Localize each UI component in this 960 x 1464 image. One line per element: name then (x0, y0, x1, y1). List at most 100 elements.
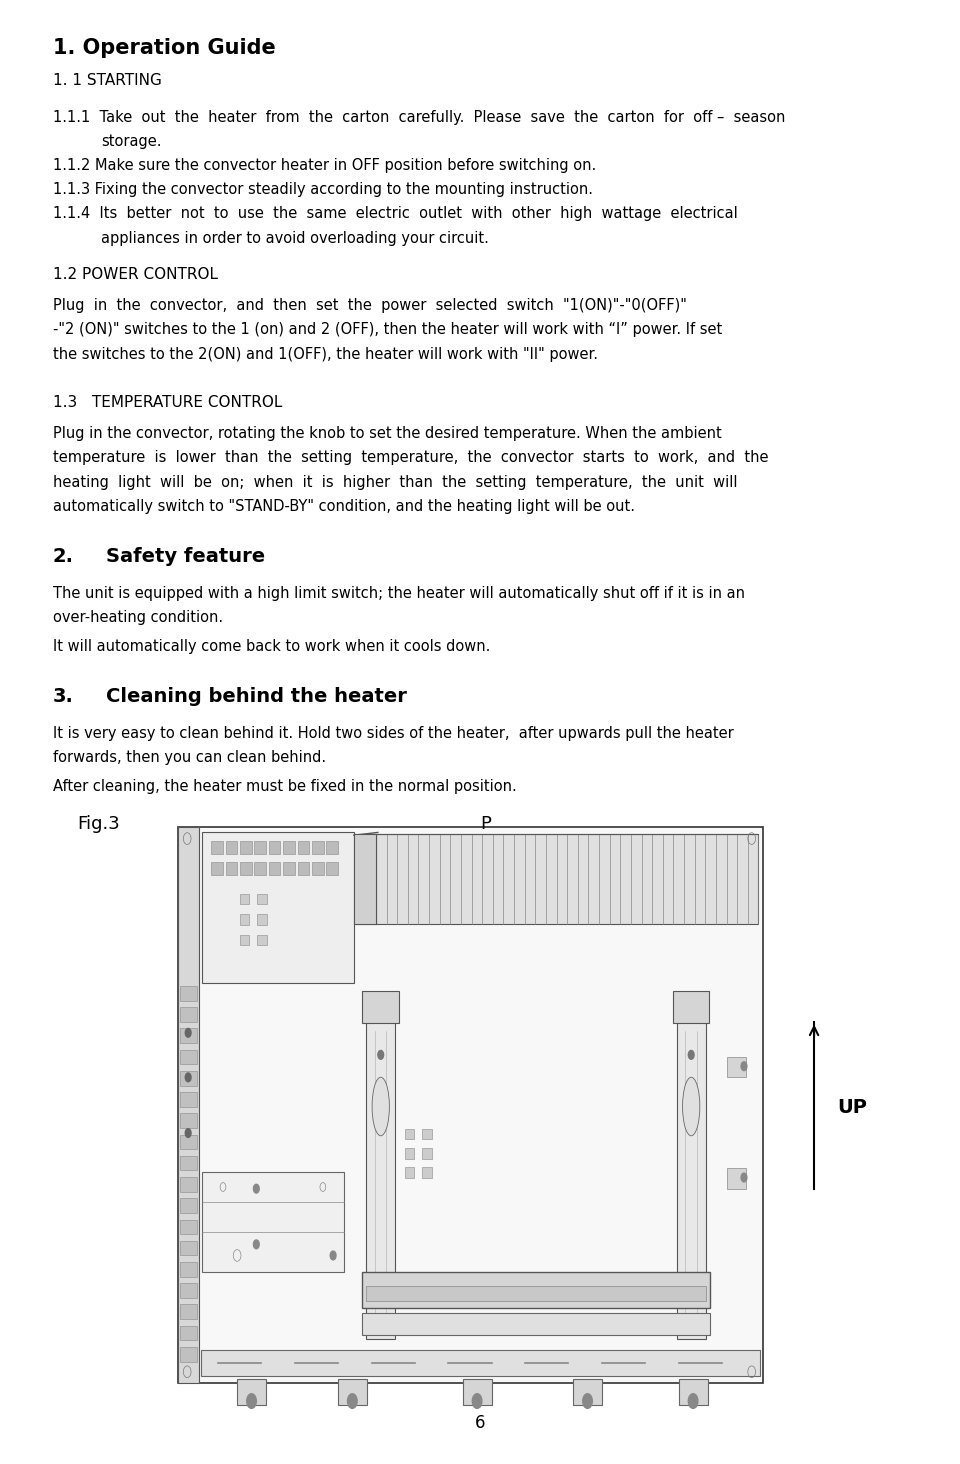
Bar (254, 862, 266, 875)
Text: 1.1.4  Its  better  not  to  use  the  same  electric  outlet  with  other  high: 1.1.4 Its better not to use the same ele… (53, 206, 737, 221)
Bar (201, 1350, 760, 1376)
Bar (422, 1148, 432, 1158)
Bar (283, 862, 295, 875)
Bar (257, 895, 267, 905)
Text: 1.1.2 Make sure the convector heater in OFF position before switching on.: 1.1.2 Make sure the convector heater in … (53, 158, 596, 173)
Bar (180, 1326, 197, 1341)
Bar (237, 1379, 266, 1405)
Bar (178, 827, 199, 1383)
Bar (180, 1177, 197, 1192)
Bar (257, 915, 267, 925)
Bar (226, 862, 237, 875)
Circle shape (688, 1051, 694, 1060)
Bar (727, 1168, 746, 1189)
Bar (326, 862, 338, 875)
Bar (367, 1287, 706, 1301)
Circle shape (741, 1173, 747, 1181)
Bar (422, 1129, 432, 1139)
Text: Plug  in  the  convector,  and  then  set  the  power  selected  switch  "1(ON)": Plug in the convector, and then set the … (53, 299, 686, 313)
Bar (180, 1220, 197, 1234)
Bar (405, 1167, 415, 1177)
Bar (363, 991, 399, 1023)
Bar (202, 833, 354, 982)
Circle shape (583, 1394, 592, 1408)
Bar (405, 1129, 415, 1139)
Text: Cleaning behind the heater: Cleaning behind the heater (106, 687, 406, 706)
Bar (178, 827, 763, 1383)
Bar (240, 915, 250, 925)
Text: It is very easy to clean behind it. Hold two sides of the heater,  after upwards: It is very easy to clean behind it. Hold… (53, 726, 733, 741)
Text: 1.2 POWER CONTROL: 1.2 POWER CONTROL (53, 266, 218, 281)
Bar (677, 1016, 706, 1340)
Bar (180, 1240, 197, 1255)
Bar (405, 1148, 415, 1158)
Text: It will automatically come back to work when it cools down.: It will automatically come back to work … (53, 638, 491, 654)
Bar (283, 842, 295, 855)
Bar (354, 834, 376, 924)
Bar (180, 1028, 197, 1042)
Text: automatically switch to "STAND-BY" condition, and the heating light will be out.: automatically switch to "STAND-BY" condi… (53, 499, 635, 514)
Bar (269, 862, 280, 875)
Circle shape (247, 1394, 256, 1408)
Bar (180, 1092, 197, 1107)
Text: 1. Operation Guide: 1. Operation Guide (53, 38, 276, 59)
Bar (367, 1016, 396, 1340)
Text: UP: UP (837, 1098, 867, 1117)
Bar (211, 842, 223, 855)
Bar (180, 1198, 197, 1212)
Circle shape (688, 1394, 698, 1408)
Text: 6: 6 (475, 1414, 485, 1432)
Text: Plug in the convector, rotating the knob to set the desired temperature. When th: Plug in the convector, rotating the knob… (53, 426, 722, 441)
Bar (180, 1157, 197, 1171)
Text: -"2 (ON)" switches to the 1 (on) and 2 (OFF), then the heater will work with “I”: -"2 (ON)" switches to the 1 (on) and 2 (… (53, 322, 722, 337)
Bar (180, 1135, 197, 1149)
Bar (180, 987, 197, 1001)
Text: 1. 1 STARTING: 1. 1 STARTING (53, 73, 161, 88)
Circle shape (378, 1051, 384, 1060)
Circle shape (348, 1394, 357, 1408)
Text: 1.1.3 Fixing the convector steadily according to the mounting instruction.: 1.1.3 Fixing the convector steadily acco… (53, 182, 592, 198)
Text: After cleaning, the heater must be fixed in the normal position.: After cleaning, the heater must be fixed… (53, 779, 516, 793)
Bar (180, 1072, 197, 1086)
Bar (226, 842, 237, 855)
Bar (180, 1282, 197, 1297)
Bar (312, 842, 324, 855)
Text: forwards, then you can clean behind.: forwards, then you can clean behind. (53, 750, 326, 764)
Bar (240, 895, 250, 905)
Text: appliances in order to avoid overloading your circuit.: appliances in order to avoid overloading… (101, 230, 489, 246)
Ellipse shape (372, 1078, 390, 1136)
Circle shape (330, 1252, 336, 1261)
Bar (180, 1304, 197, 1319)
Bar (202, 1173, 345, 1272)
Bar (180, 1262, 197, 1277)
Circle shape (741, 1061, 747, 1070)
Text: the switches to the 2(ON) and 1(OFF), the heater will work with "II" power.: the switches to the 2(ON) and 1(OFF), th… (53, 347, 598, 362)
Circle shape (253, 1184, 259, 1193)
Bar (362, 1272, 710, 1309)
Bar (240, 935, 250, 946)
Bar (326, 842, 338, 855)
Circle shape (185, 1073, 191, 1082)
Text: Fig.3: Fig.3 (77, 815, 120, 833)
Text: storage.: storage. (101, 133, 161, 149)
Text: Safety feature: Safety feature (106, 548, 265, 567)
Text: 1.3   TEMPERATURE CONTROL: 1.3 TEMPERATURE CONTROL (53, 395, 282, 410)
Text: temperature  is  lower  than  the  setting  temperature,  the  convector  starts: temperature is lower than the setting te… (53, 451, 768, 466)
Circle shape (472, 1394, 482, 1408)
Text: The unit is equipped with a high limit switch; the heater will automatically shu: The unit is equipped with a high limit s… (53, 586, 745, 600)
Bar (338, 1379, 367, 1405)
Bar (180, 1007, 197, 1022)
Bar (180, 1050, 197, 1064)
Bar (240, 862, 252, 875)
Text: 1.1.1  Take  out  the  heater  from  the  carton  carefully.  Please  save  the : 1.1.1 Take out the heater from the carto… (53, 110, 785, 124)
Bar (298, 862, 309, 875)
Bar (673, 991, 709, 1023)
Circle shape (185, 1129, 191, 1138)
Text: over-heating condition.: over-heating condition. (53, 610, 223, 625)
Bar (257, 935, 267, 946)
Bar (180, 1347, 197, 1362)
Bar (727, 1057, 746, 1078)
Bar (180, 1113, 197, 1127)
Bar (240, 842, 252, 855)
Bar (362, 1313, 710, 1335)
